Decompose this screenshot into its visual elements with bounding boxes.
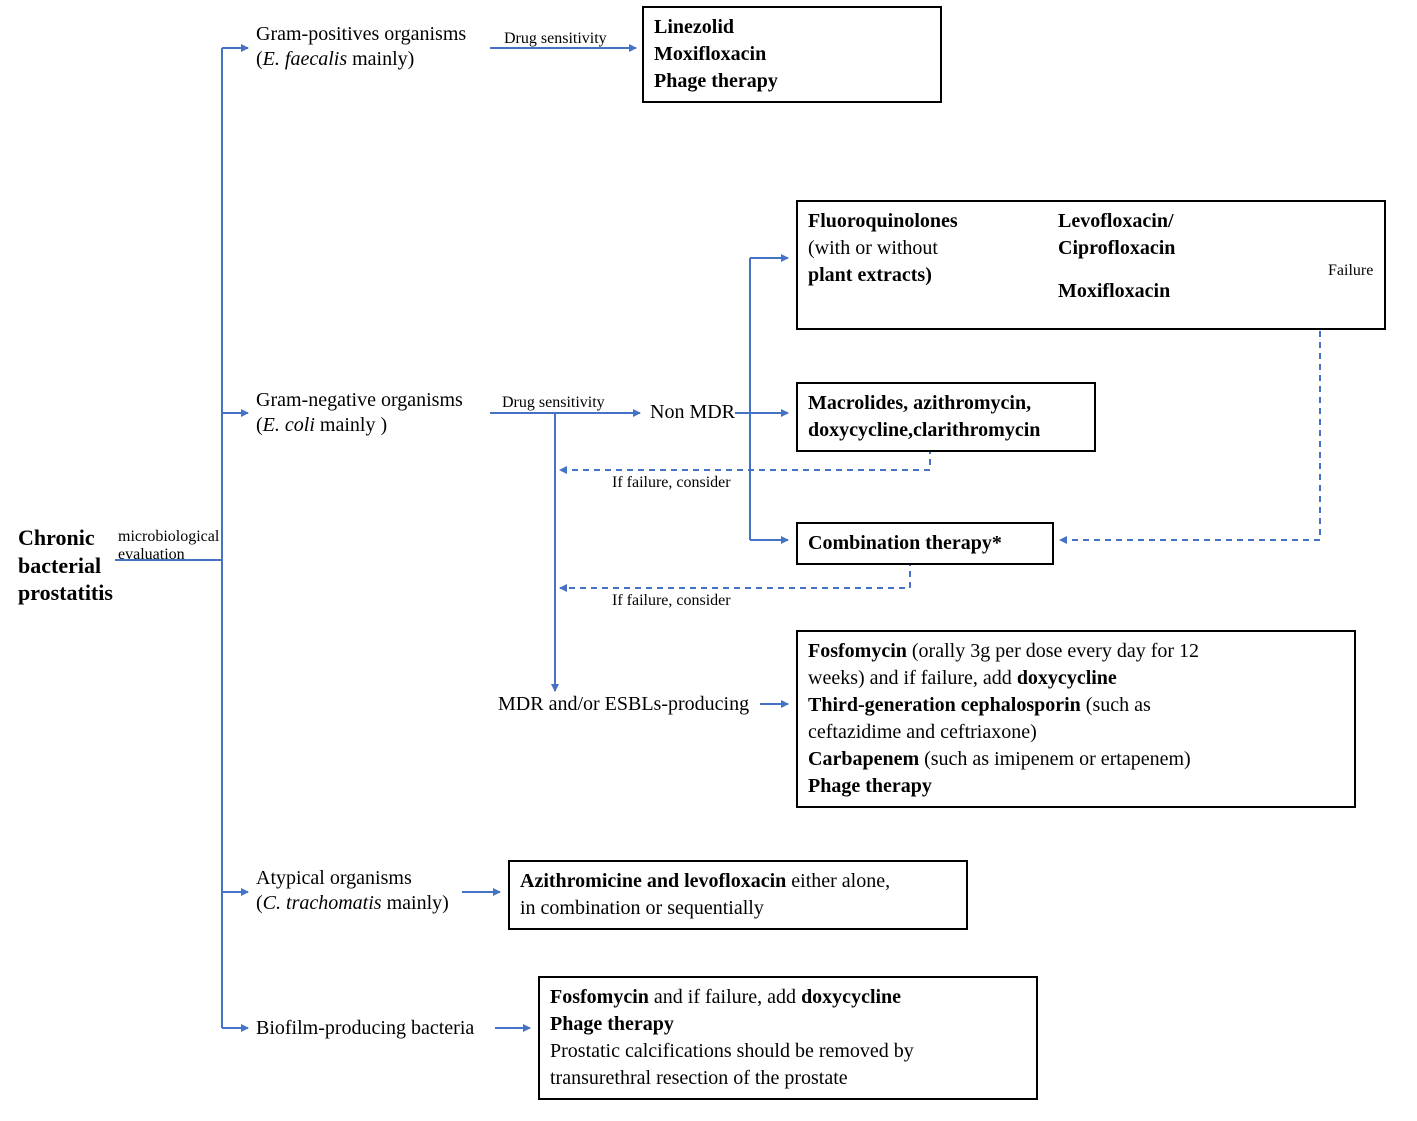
box-combination: Combination therapy*	[796, 522, 1054, 565]
edge-label-failure: Failure	[1328, 262, 1373, 280]
root-l3: prostatitis	[18, 579, 113, 607]
box-macrolides: Macrolides, azithromycin, doxycycline,cl…	[796, 382, 1096, 452]
edge-label-drug-sens-gneg: Drug sensitivity	[502, 394, 605, 412]
branch-gram-positive: Gram-positives organisms (E. faecalis ma…	[256, 22, 466, 72]
box-mdr-tx: Fosfomycin (orally 3g per dose every day…	[796, 630, 1356, 808]
edge-label-if-failure-2: If failure, consider	[612, 592, 731, 610]
edge-label-micro-eval: microbiological evaluation	[118, 528, 219, 563]
branch-atypical: Atypical organisms (C. trachomatis mainl…	[256, 866, 449, 916]
label-mdr-esbl: MDR and/or ESBLs-producing	[498, 692, 749, 717]
box-fluoroquinolones: Fluoroquinolones (with or without plant …	[796, 200, 1386, 330]
edge-label-drug-sens-gpos: Drug sensitivity	[504, 30, 607, 48]
root-l1: Chronic	[18, 524, 113, 552]
label-non-mdr: Non MDR	[650, 400, 735, 425]
box-atypical-tx: Azithromicine and levofloxacin either al…	[508, 860, 968, 930]
edge-label-if-failure-1: If failure, consider	[612, 474, 731, 492]
box-gpos-tx: Linezolid Moxifloxacin Phage therapy	[642, 6, 942, 103]
root-node: Chronic bacterial prostatitis	[18, 524, 113, 607]
box-biofilm-tx: Fosfomycin and if failure, add doxycycli…	[538, 976, 1038, 1100]
branch-biofilm: Biofilm-producing bacteria	[256, 1016, 474, 1041]
branch-gram-negative: Gram-negative organisms (E. coli mainly …	[256, 388, 463, 438]
root-l2: bacterial	[18, 552, 113, 580]
